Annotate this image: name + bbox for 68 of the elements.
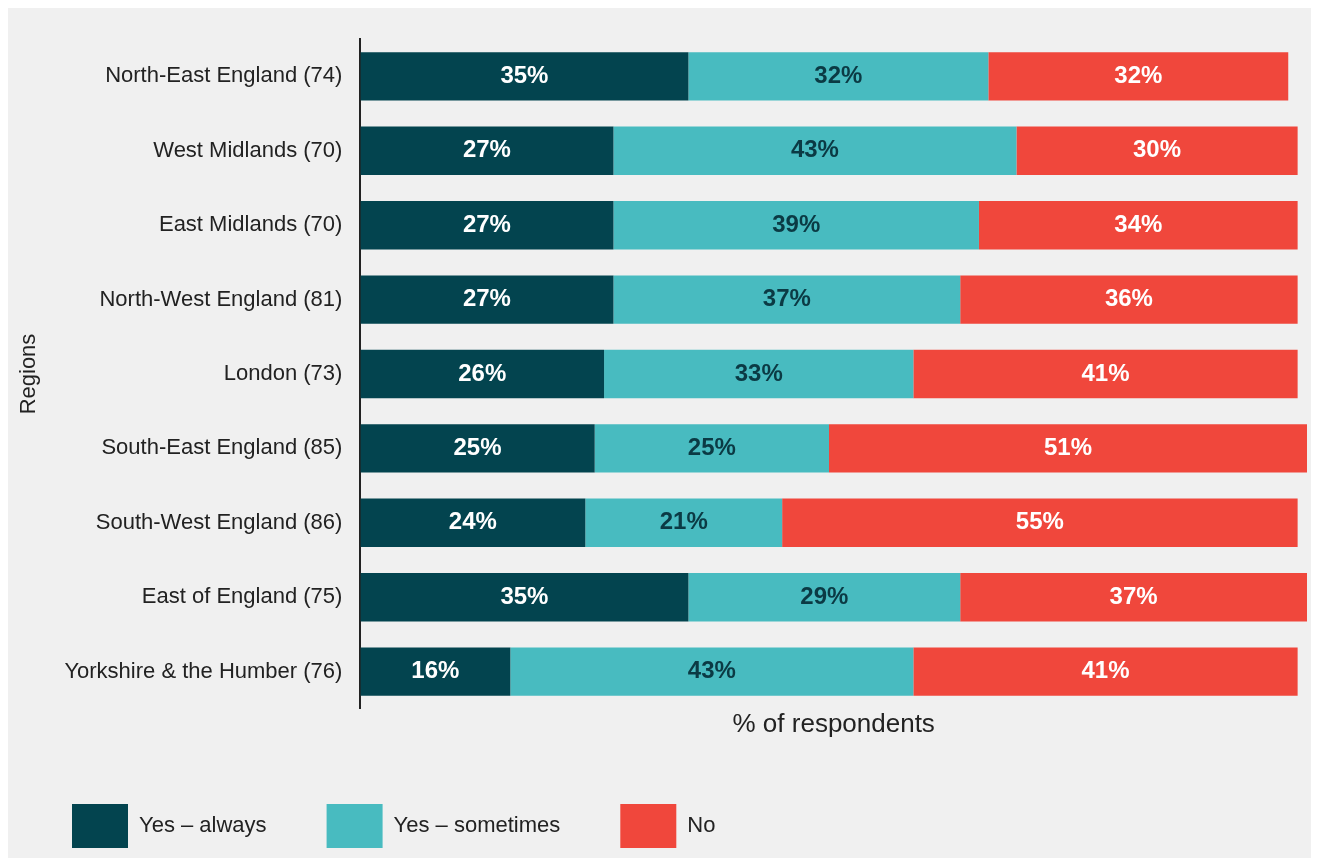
bar xyxy=(360,275,614,324)
data-label: 27% xyxy=(462,284,511,312)
y-tick-label: South-West England (86) xyxy=(95,508,343,534)
bar xyxy=(613,275,961,324)
y-tick-label: Yorkshire & the Humber (76) xyxy=(64,657,343,683)
data-label: 34% xyxy=(1114,209,1163,237)
data-label: 25% xyxy=(687,433,736,461)
data-label: 32% xyxy=(1114,61,1163,89)
data-label: 43% xyxy=(687,656,736,684)
data-label: 55% xyxy=(1015,507,1064,535)
bar xyxy=(613,126,1017,175)
data-label: 41% xyxy=(1081,656,1130,684)
bar xyxy=(360,573,689,622)
bar xyxy=(585,498,783,547)
bar xyxy=(360,126,614,175)
bar xyxy=(360,349,605,399)
data-label: 32% xyxy=(814,61,863,89)
data-label: 27% xyxy=(462,209,511,237)
bar xyxy=(604,349,914,399)
bar xyxy=(960,275,1298,324)
bar xyxy=(913,349,1298,399)
data-label: 26% xyxy=(458,358,507,386)
bar xyxy=(613,201,979,250)
bar xyxy=(688,52,989,101)
bar xyxy=(913,647,1298,696)
data-label: 41% xyxy=(1081,358,1130,386)
y-tick-label: East Midlands (70) xyxy=(158,211,343,237)
data-label: 25% xyxy=(453,433,502,461)
bar xyxy=(1016,126,1298,175)
y-tick-label: West Midlands (70) xyxy=(153,136,343,162)
data-label: 21% xyxy=(659,507,708,535)
bar xyxy=(829,424,1307,473)
data-label: 51% xyxy=(1043,433,1093,461)
y-tick-label: South-East England (85) xyxy=(101,434,343,460)
bar xyxy=(360,647,511,696)
data-label: 27% xyxy=(462,135,511,163)
bar xyxy=(360,201,614,250)
y-axis-title: Regions xyxy=(15,333,41,415)
bar xyxy=(510,647,914,696)
y-tick-label: North-West England (81) xyxy=(99,285,343,311)
bar xyxy=(978,201,1298,250)
y-tick-label: East of England (75) xyxy=(141,583,343,609)
bar xyxy=(594,424,829,473)
data-label: 36% xyxy=(1104,284,1153,312)
data-label: 33% xyxy=(734,358,783,386)
bar xyxy=(960,573,1307,622)
y-tick-label: London (73) xyxy=(223,360,343,386)
legend-label: Yes – always xyxy=(139,812,267,838)
data-label: 30% xyxy=(1133,135,1182,163)
data-label: 37% xyxy=(1109,581,1158,609)
data-label: 35% xyxy=(500,61,549,89)
data-label: 35% xyxy=(500,581,549,609)
data-label: 24% xyxy=(448,507,497,535)
legend-label: Yes – sometimes xyxy=(393,812,561,838)
data-label: 43% xyxy=(790,135,839,163)
data-label: 29% xyxy=(800,581,849,609)
x-axis-title: % of respondents xyxy=(732,707,935,738)
data-label: 37% xyxy=(762,284,811,312)
data-label: 39% xyxy=(772,209,821,237)
bar xyxy=(782,498,1298,547)
bar xyxy=(360,498,586,547)
y-tick-label: North-East England (74) xyxy=(105,62,343,88)
bar xyxy=(988,52,1289,101)
bar xyxy=(360,424,595,473)
bar xyxy=(688,573,961,622)
bar xyxy=(360,52,689,101)
legend-label: No xyxy=(687,812,716,838)
data-label: 16% xyxy=(411,656,460,684)
